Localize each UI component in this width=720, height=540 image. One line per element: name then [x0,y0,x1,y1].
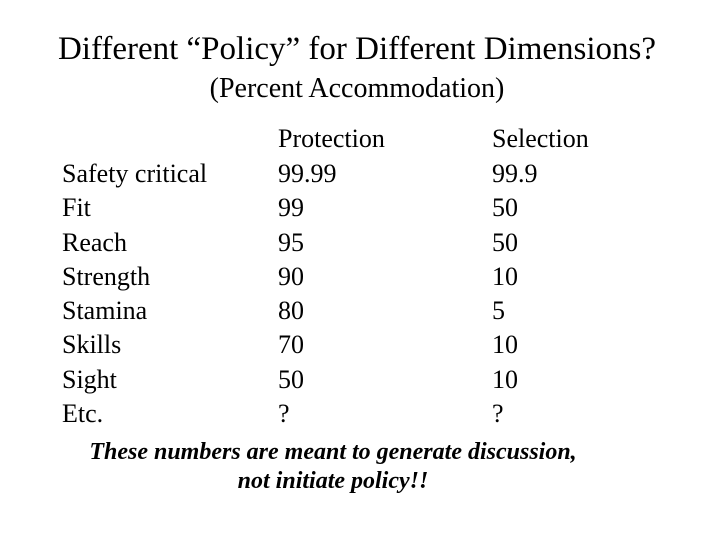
table-row: Stamina 80 5 [0,294,720,328]
selection-value: 10 [492,364,518,394]
protection-value: 50 [278,364,304,394]
footer-note: These numbers are meant to generate disc… [0,438,666,496]
selection-value: ? [492,399,504,429]
row-label: Skills [62,330,122,360]
row-label: Reach [62,227,127,257]
row-label: Strength [62,261,151,291]
column-header-selection: Selection [492,124,589,153]
accommodation-table: Safety critical 99.99 99.9 Fit 99 50 Rea… [0,157,720,431]
column-header-protection: Protection [278,124,385,153]
table-row: Safety critical 99.99 99.9 [0,157,720,191]
table-row: Etc. ? ? [0,397,720,431]
protection-value: 70 [278,330,304,360]
row-label: Safety critical [62,159,208,188]
row-label: Fit [62,193,91,223]
table-row: Skills 70 10 [0,328,720,362]
protection-value: 95 [278,227,304,257]
protection-value: ? [278,399,290,429]
footer-line-2: not initiate policy!! [237,468,429,494]
selection-value: 99.9 [492,159,538,188]
slide-title: Different “Policy” for Different Dimensi… [57,31,657,67]
table-column-headers: Protection Selection [0,122,720,156]
selection-value: 10 [492,330,518,360]
selection-value: 10 [492,261,518,291]
footer-line-1: These numbers are meant to generate disc… [89,439,577,465]
table-row: Fit 99 50 [0,191,720,225]
table-row: Strength 90 10 [0,260,720,294]
row-label: Sight [62,364,117,394]
table-row: Reach 95 50 [0,226,720,260]
protection-value: 90 [278,261,304,291]
row-label: Stamina [62,296,148,326]
protection-value: 99 [278,193,304,223]
table-row: Sight 50 10 [0,363,720,397]
selection-value: 50 [492,227,518,257]
selection-value: 50 [492,193,518,223]
selection-value: 5 [492,296,505,326]
slide-subtitle: (Percent Accommodation) [209,73,505,104]
protection-value: 80 [278,296,304,326]
protection-value: 99.99 [278,159,337,188]
row-label: Etc. [62,399,104,429]
